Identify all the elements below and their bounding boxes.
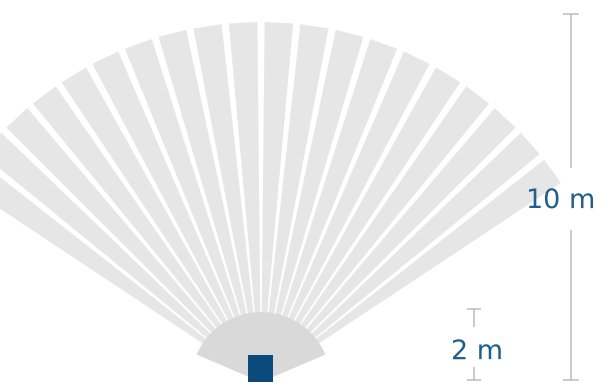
beam-segment — [281, 51, 430, 337]
beam-segment — [290, 86, 490, 342]
beam-segment — [0, 132, 224, 350]
beam-segment — [266, 24, 329, 331]
beam-segment — [261, 22, 294, 331]
far-range-dimension — [563, 13, 579, 381]
beam-segment — [0, 177, 221, 354]
beam-segment — [6, 108, 228, 346]
beam-segment — [124, 38, 246, 334]
beam-segment — [298, 132, 540, 350]
beam-segment — [228, 22, 261, 331]
beam-segment — [271, 29, 364, 333]
near-zone-area — [196, 312, 326, 382]
beam-segment — [294, 108, 516, 346]
beam-segment — [92, 51, 241, 337]
beam-segment — [32, 86, 232, 342]
beam-segment — [193, 24, 256, 331]
beam-segment — [276, 38, 398, 334]
beam-segment — [61, 67, 236, 339]
detection-fan — [0, 22, 561, 354]
sensor-block — [248, 355, 273, 382]
far-range-label: 10 m — [526, 184, 596, 215]
near-range-dimension — [467, 308, 481, 381]
beam-segment — [158, 29, 251, 333]
beam-segment — [286, 67, 461, 339]
near-range-label: 2 m — [451, 335, 504, 366]
beam-segment — [301, 159, 561, 354]
